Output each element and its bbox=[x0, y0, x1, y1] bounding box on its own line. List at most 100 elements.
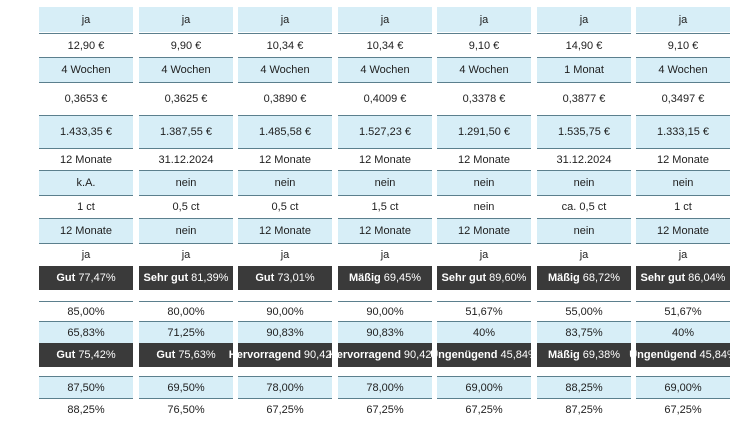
table-cell-r4: 0,3497 € bbox=[636, 82, 730, 115]
table-cell-r3: 4 Wochen bbox=[437, 57, 531, 82]
table-cell-r4: 0,3653 € bbox=[39, 82, 133, 115]
table-cell-r7: k.A. bbox=[39, 170, 133, 195]
grade-label: Gut bbox=[56, 272, 76, 284]
grade-percent: 90,42% bbox=[403, 349, 442, 361]
table-cell-r7: nein bbox=[139, 170, 233, 195]
table-cell-r10: ja bbox=[537, 243, 631, 265]
table-cell-r1: ja bbox=[139, 7, 233, 32]
grade-label: Gut bbox=[255, 272, 275, 284]
table-cell-r1: ja bbox=[338, 7, 432, 32]
table-cell-r10: ja bbox=[636, 243, 730, 265]
table-cell-r16: 67,25% bbox=[437, 398, 531, 420]
table-cell-r11: Gut 73,01% bbox=[238, 266, 332, 290]
provider-column-2: ja 9,90 €4 Wochen 0,3625 €1.387,55 €31.12.… bbox=[139, 0, 233, 421]
table-cell-r8: ca. 0,5 ct bbox=[537, 195, 631, 218]
grade-percent: 81,39% bbox=[191, 272, 229, 284]
table-cell-r8: 1,5 ct bbox=[338, 195, 432, 218]
table-cell-r6: 31.12.2024 bbox=[139, 148, 233, 170]
grade-label: Ungenügend bbox=[430, 349, 498, 361]
table-cell-r4: 0,3625 € bbox=[139, 82, 233, 115]
table-cell-r9: 12 Monate bbox=[338, 218, 432, 243]
table-cell-r12: 55,00% bbox=[537, 301, 631, 321]
table-cell-r12: 51,67% bbox=[636, 301, 730, 321]
grade-percent: 75,42% bbox=[78, 349, 116, 361]
table-cell-r5: 1.291,50 € bbox=[437, 115, 531, 148]
table-cell-r3: 4 Wochen bbox=[338, 57, 432, 82]
table-cell-r2: 14,90 € bbox=[537, 33, 631, 57]
table-cell-r5: 1.535,75 € bbox=[537, 115, 631, 148]
table-cell-r8: 1 ct bbox=[39, 195, 133, 218]
table-cell-r12: 85,00% bbox=[39, 301, 133, 321]
table-cell-r10: ja bbox=[437, 243, 531, 265]
table-cell-r16: 76,50% bbox=[139, 398, 233, 420]
grade-label: Ungenügend bbox=[629, 349, 697, 361]
table-cell-r6: 12 Monate bbox=[238, 148, 332, 170]
table-cell-r6: 12 Monate bbox=[338, 148, 432, 170]
table-cell-r7: nein bbox=[437, 170, 531, 195]
table-cell-r4: 0,4009 € bbox=[338, 82, 432, 115]
provider-column-1: ja 12,90 €4 Wochen 0,3653 €1.433,35 €12 Mo… bbox=[39, 0, 133, 421]
table-cell-r11: Mäßig 68,72% bbox=[537, 266, 631, 290]
table-cell-r15: 69,00% bbox=[437, 376, 531, 398]
table-cell-r15: 69,50% bbox=[139, 376, 233, 398]
table-cell-r12: 51,67% bbox=[437, 301, 531, 321]
table-cell-r14: Ungenügend 45,84% bbox=[629, 343, 737, 367]
table-cell-r3: 1 Monat bbox=[537, 57, 631, 82]
table-cell-r2: 9,10 € bbox=[636, 33, 730, 57]
provider-column-3: ja 10,34 €4 Wochen 0,3890 €1.485,58 €12 Mo… bbox=[229, 0, 341, 421]
grade-percent: 68,72% bbox=[582, 272, 621, 284]
provider-column-5: ja 9,10 €4 Wochen 0,3378 €1.291,50 €12 Mon… bbox=[430, 0, 538, 421]
table-cell-r5: 1.433,35 € bbox=[39, 115, 133, 148]
table-cell-r4: 0,3877 € bbox=[537, 82, 631, 115]
table-cell-r1: ja bbox=[437, 7, 531, 32]
table-cell-r16: 67,25% bbox=[238, 398, 332, 420]
table-cell-r2: 10,34 € bbox=[238, 33, 332, 57]
table-cell-r12: 90,00% bbox=[238, 301, 332, 321]
table-cell-r11: Gut 77,47% bbox=[39, 266, 133, 290]
grade-percent: 45,84% bbox=[500, 349, 538, 361]
table-cell-r13: 90,83% bbox=[238, 321, 332, 343]
table-cell-r11: Sehr gut 81,39% bbox=[139, 266, 233, 290]
grade-label: Sehr gut bbox=[640, 272, 686, 284]
table-cell-r2: 9,10 € bbox=[437, 33, 531, 57]
grade-label: Gut bbox=[56, 349, 76, 361]
table-cell-r8: 0,5 ct bbox=[139, 195, 233, 218]
grade-percent: 90,42% bbox=[303, 349, 342, 361]
table-cell-r9: 12 Monate bbox=[437, 218, 531, 243]
grade-percent: 75,63% bbox=[178, 349, 216, 361]
table-cell-r14: Ungenügend 45,84% bbox=[430, 343, 538, 367]
table-cell-r1: ja bbox=[238, 7, 332, 32]
table-cell-r8: 0,5 ct bbox=[238, 195, 332, 218]
table-cell-r1: ja bbox=[39, 7, 133, 32]
table-cell-r6: 12 Monate bbox=[437, 148, 531, 170]
table-cell-r2: 9,90 € bbox=[139, 33, 233, 57]
grade-label: Hervorragend bbox=[328, 349, 401, 361]
table-cell-r13: 65,83% bbox=[39, 321, 133, 343]
grade-label: Hervorragend bbox=[228, 349, 301, 361]
grade-percent: 73,01% bbox=[277, 272, 315, 284]
provider-column-7: ja 9,10 €4 Wochen 0,3497 €1.333,15 €12 Mon… bbox=[629, 0, 737, 421]
table-cell-r3: 4 Wochen bbox=[39, 57, 133, 82]
table-cell-r11: Mäßig 69,45% bbox=[338, 266, 432, 290]
table-cell-r10: ja bbox=[39, 243, 133, 265]
table-cell-r15: 78,00% bbox=[338, 376, 432, 398]
table-cell-r6: 12 Monate bbox=[39, 148, 133, 170]
provider-column-4: ja 10,34 €4 Wochen 0,4009 €1.527,23 €12 Mo… bbox=[329, 0, 441, 421]
table-cell-r9: 12 Monate bbox=[39, 218, 133, 243]
table-cell-r16: 88,25% bbox=[39, 398, 133, 420]
grade-percent: 69,45% bbox=[383, 272, 422, 284]
table-cell-r8: 1 ct bbox=[636, 195, 730, 218]
table-cell-r9: nein bbox=[139, 218, 233, 243]
table-cell-r13: 71,25% bbox=[139, 321, 233, 343]
table-cell-r8: nein bbox=[437, 195, 531, 218]
grade-percent: 86,04% bbox=[688, 272, 726, 284]
table-cell-r2: 10,34 € bbox=[338, 33, 432, 57]
grade-label: Mäßig bbox=[547, 349, 580, 361]
table-cell-r11: Sehr gut 89,60% bbox=[437, 266, 531, 290]
table-cell-r11: Sehr gut 86,04% bbox=[636, 266, 730, 290]
table-cell-r16: 67,25% bbox=[338, 398, 432, 420]
table-cell-r6: 12 Monate bbox=[636, 148, 730, 170]
table-cell-r16: 87,25% bbox=[537, 398, 631, 420]
table-cell-r13: 40% bbox=[636, 321, 730, 343]
